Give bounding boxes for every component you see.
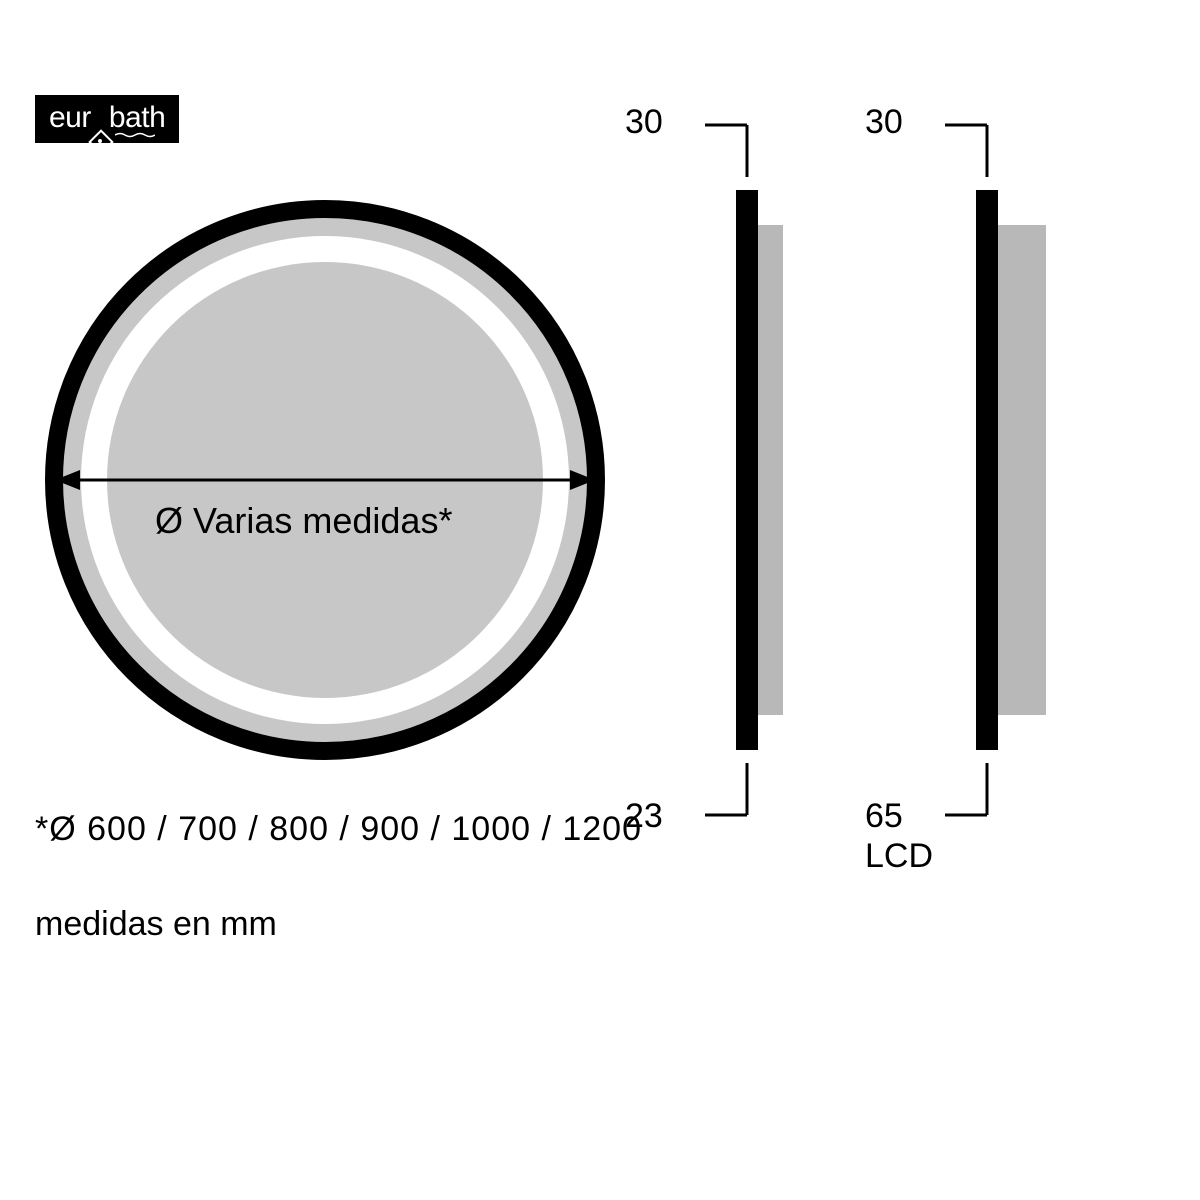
logo-text-2: bath bbox=[109, 103, 165, 133]
side-view-standard bbox=[675, 115, 875, 895]
dim-bottom-b: 65 bbox=[865, 797, 903, 836]
logo-wave-icon bbox=[115, 132, 155, 138]
side-frame-a bbox=[736, 190, 758, 750]
mirror-front-view bbox=[35, 190, 615, 770]
dim-top-a: 30 bbox=[625, 103, 663, 142]
dim-top-b: 30 bbox=[865, 103, 903, 142]
diameter-label: Ø Varias medidas* bbox=[155, 500, 452, 542]
unit-note: medidas en mm bbox=[35, 905, 277, 944]
side-body-a bbox=[758, 225, 783, 715]
logo-text-1: eur bbox=[49, 103, 91, 133]
lcd-label: LCD bbox=[865, 837, 933, 876]
brand-logo: eurbath bbox=[35, 95, 179, 143]
side-body-b bbox=[998, 225, 1046, 715]
sizes-note: *Ø 600 / 700 / 800 / 900 / 1000 / 1200 bbox=[35, 810, 642, 849]
side-frame-b bbox=[976, 190, 998, 750]
side-view-lcd bbox=[915, 115, 1145, 895]
